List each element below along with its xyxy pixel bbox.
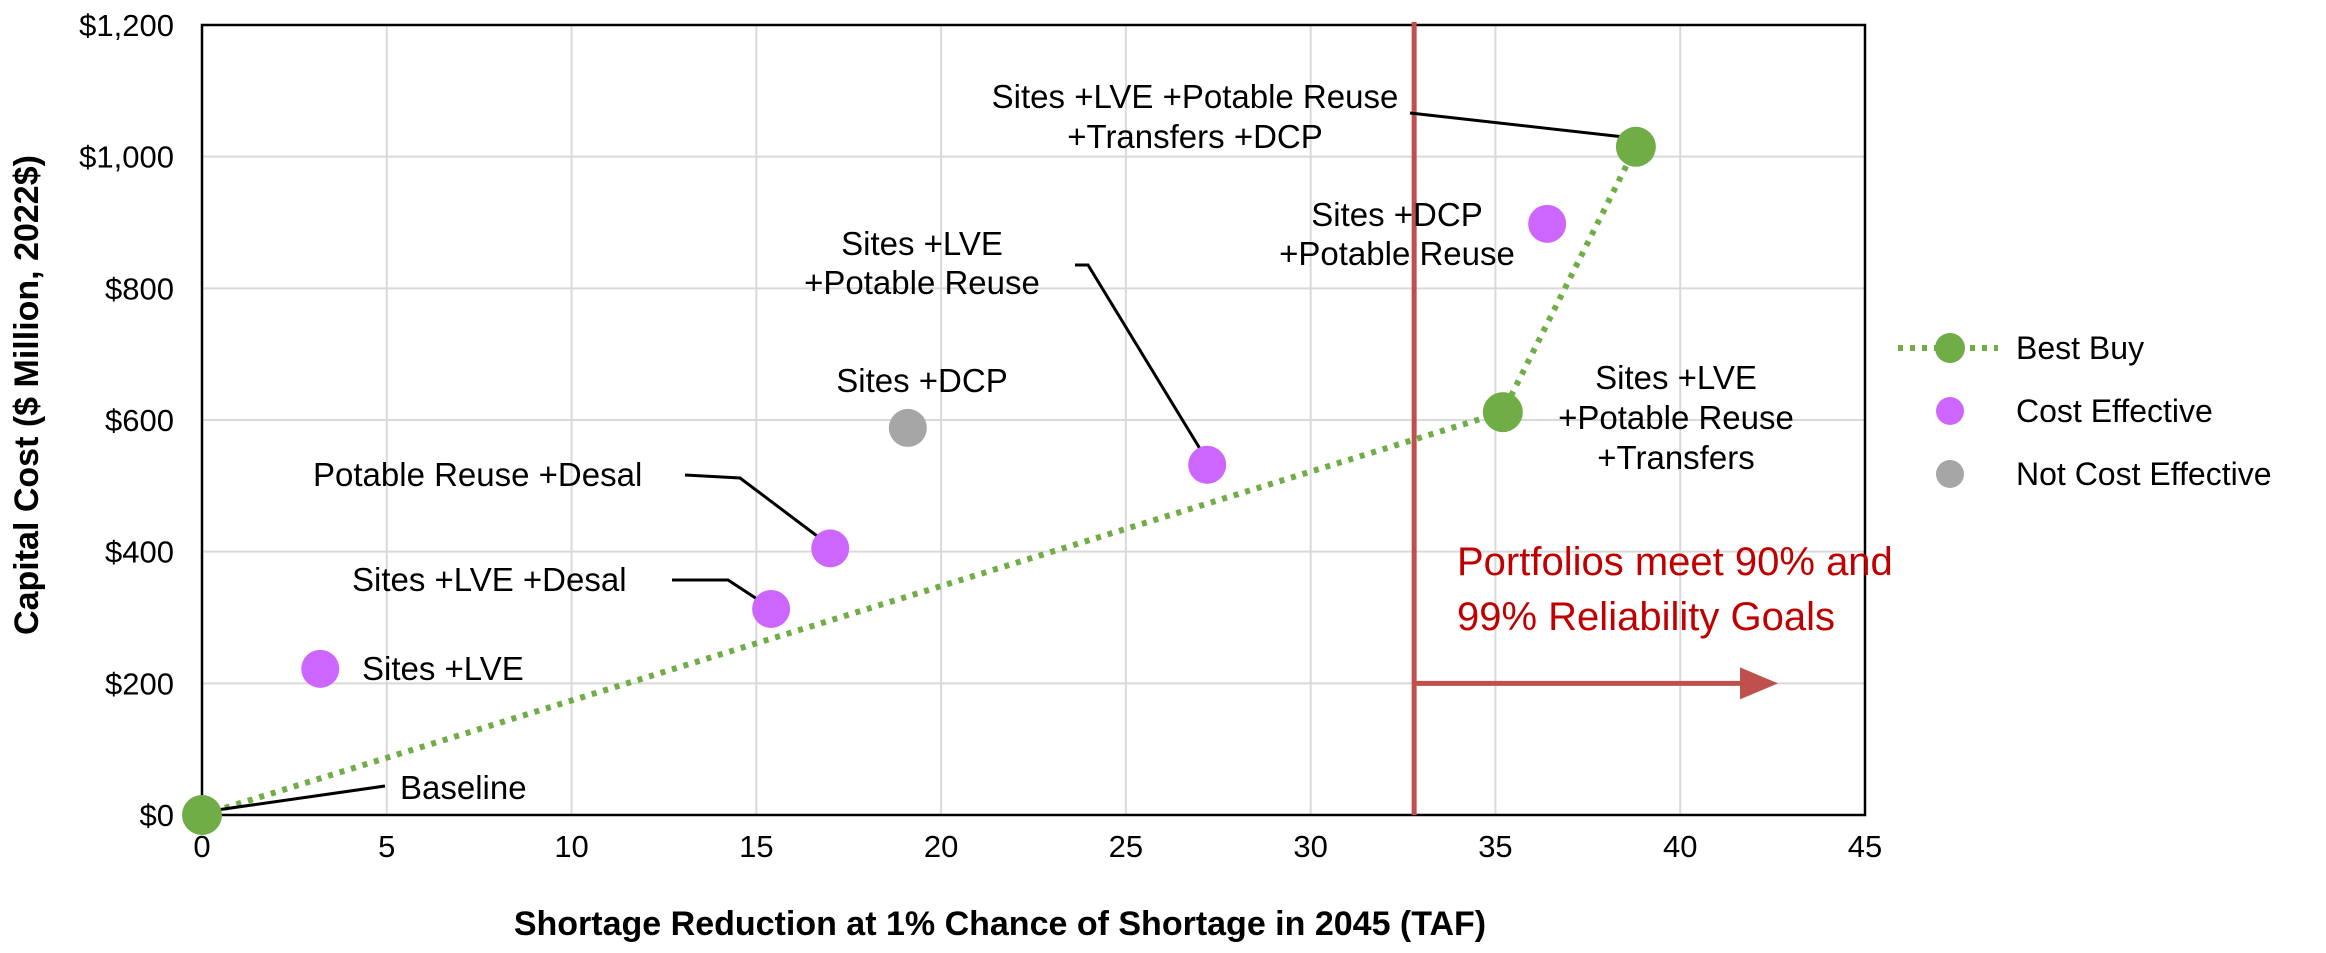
plot-border: [200, 23, 1867, 817]
label-baseline: Baseline: [400, 769, 527, 806]
y-tick-label: $200: [105, 666, 174, 701]
annotation-leader-line: [1075, 263, 1203, 452]
point-sites-lve-potable-reuse-transfers-dcp: [1615, 126, 1656, 167]
legend-marker-best-buy: [1935, 333, 1965, 363]
y-tick-label: $800: [105, 271, 174, 306]
x-tick-label: 35: [1478, 829, 1512, 864]
label-sites-lve-potable-reuse-transfers-dcp: Sites +LVE +Potable Reuse +Transfers +DCP: [992, 78, 1399, 155]
x-tick-labels: 0 5 10 15 20 25 30 35 40 45: [193, 829, 1882, 864]
point-potable-reuse-desal: [811, 529, 850, 568]
legend-marker-not-cost-effective: [1936, 460, 1964, 488]
x-tick-label: 45: [1848, 829, 1882, 864]
annotation-leader-line: [209, 784, 386, 813]
point-baseline: [182, 795, 222, 835]
legend-label-cost-effective: Cost Effective: [2016, 393, 2213, 429]
y-tick-label: $1,200: [79, 8, 174, 43]
x-tick-label: 40: [1663, 829, 1697, 864]
y-axis-title: Capital Cost ($ Million, 2022$): [8, 155, 46, 635]
y-tick-label: $1,000: [79, 140, 174, 175]
x-axis-title: Shortage Reduction at 1% Chance of Short…: [514, 905, 1486, 943]
y-tick-label: $400: [105, 535, 174, 570]
annotations: Baseline Sites +LVE Sites +LVE +Desal Potab…: [313, 78, 1893, 806]
data-points: [182, 126, 1656, 835]
x-tick-label: 5: [378, 829, 395, 864]
legend-marker-cost-effective: [1936, 397, 1964, 425]
point-sites-lve-potable-reuse-transfers: [1482, 392, 1523, 433]
x-tick-label: 30: [1293, 829, 1327, 864]
label-sites-dcp-potable-reuse: Sites +DCP +Potable Reuse: [1279, 196, 1515, 272]
y-tick-label: $600: [105, 403, 174, 438]
annotation-leader-line: [684, 473, 822, 540]
label-sites-lve-potable-reuse: Sites +LVE +Potable Reuse: [804, 225, 1040, 301]
reliability-arrow-head: [1740, 667, 1778, 700]
x-tick-label: 0: [193, 829, 210, 864]
label-potable-reuse-desal: Potable Reuse +Desal: [313, 456, 642, 493]
point-sites-lve-desal: [752, 589, 791, 628]
annotation-leader-line: [672, 578, 764, 605]
annotation-leader-line: [1409, 111, 1623, 139]
point-sites-lve: [301, 649, 340, 688]
point-sites-dcp-potable-reuse: [1528, 204, 1567, 243]
reliability-threshold: [1411, 22, 1778, 815]
point-sites-lve-potable-reuse: [1188, 445, 1227, 484]
x-tick-label: 25: [1109, 829, 1143, 864]
x-tick-label: 20: [924, 829, 958, 864]
label-sites-dcp: Sites +DCP: [836, 362, 1007, 399]
point-sites-dcp: [888, 408, 927, 447]
x-tick-label: 10: [554, 829, 588, 864]
reliability-goal-text: Portfolios meet 90% and 99% Reliability G…: [1457, 540, 1893, 639]
label-sites-lve: Sites +LVE: [362, 650, 524, 687]
legend-label-not-cost-effective: Not Cost Effective: [2016, 456, 2272, 492]
label-sites-lve-desal: Sites +LVE +Desal: [352, 561, 627, 598]
y-tick-labels: $0 $200 $400 $600 $800 $1,000 $1,200: [79, 8, 174, 833]
legend-label-best-buy: Best Buy: [2016, 330, 2144, 366]
x-tick-label: 15: [739, 829, 773, 864]
annotation-leaders: [209, 111, 1623, 813]
label-sites-lve-potable-reuse-transfers: Sites +LVE +Potable Reuse +Transfers: [1558, 359, 1794, 476]
legend: Best Buy Cost Effective Not Cost Effective: [1898, 330, 2272, 492]
y-tick-label: $0: [140, 798, 174, 833]
